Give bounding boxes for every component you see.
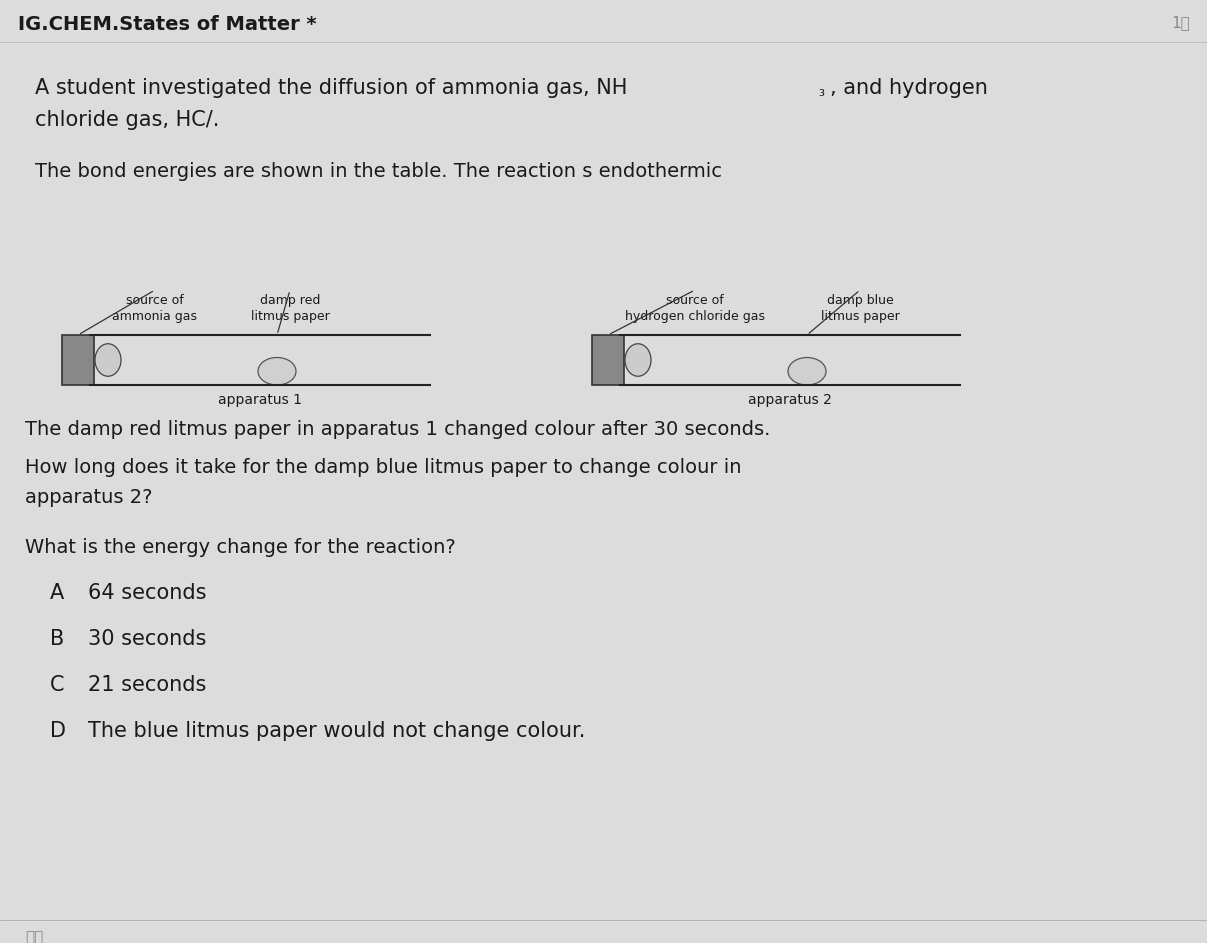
Text: IG.CHEM.States of Matter *: IG.CHEM.States of Matter * <box>18 15 316 34</box>
Text: A student investigated the diffusion of ammonia gas, NH: A student investigated the diffusion of … <box>35 78 628 98</box>
Text: source of
ammonia gas: source of ammonia gas <box>112 294 198 323</box>
Text: What is the energy change for the reaction?: What is the energy change for the reacti… <box>25 538 456 557</box>
Ellipse shape <box>625 344 651 376</box>
Bar <box>62 335 94 385</box>
Text: A: A <box>49 583 64 603</box>
Text: , and hydrogen: , and hydrogen <box>830 78 987 98</box>
Text: The bond energies are shown in the table. The reaction s endothermic: The bond energies are shown in the table… <box>35 162 722 181</box>
Text: apparatus 1: apparatus 1 <box>218 393 302 407</box>
Text: chloride gas, HC/.: chloride gas, HC/. <box>35 110 220 130</box>
Text: The blue litmus paper would not change colour.: The blue litmus paper would not change c… <box>88 721 585 741</box>
Ellipse shape <box>788 357 826 385</box>
Ellipse shape <box>95 344 121 376</box>
Text: damp red
litmus paper: damp red litmus paper <box>251 294 330 323</box>
Text: B: B <box>49 629 64 649</box>
Ellipse shape <box>258 357 296 385</box>
Text: 选择: 选择 <box>25 930 43 943</box>
Text: C: C <box>49 675 64 695</box>
Text: 21 seconds: 21 seconds <box>88 675 206 695</box>
Bar <box>591 335 624 385</box>
Text: ₃: ₃ <box>818 84 824 99</box>
Text: How long does it take for the damp blue litmus paper to change colour in: How long does it take for the damp blue … <box>25 458 741 477</box>
Text: The damp red litmus paper in apparatus 1 changed colour after 30 seconds.: The damp red litmus paper in apparatus 1… <box>25 420 770 439</box>
Text: apparatus 2?: apparatus 2? <box>25 488 152 507</box>
Text: D: D <box>49 721 66 741</box>
Text: source of
hydrogen chloride gas: source of hydrogen chloride gas <box>625 294 765 323</box>
Text: apparatus 2: apparatus 2 <box>748 393 832 407</box>
Text: 30 seconds: 30 seconds <box>88 629 206 649</box>
Text: 64 seconds: 64 seconds <box>88 583 206 603</box>
Text: damp blue
litmus paper: damp blue litmus paper <box>821 294 899 323</box>
Text: 1分: 1分 <box>1171 15 1190 30</box>
